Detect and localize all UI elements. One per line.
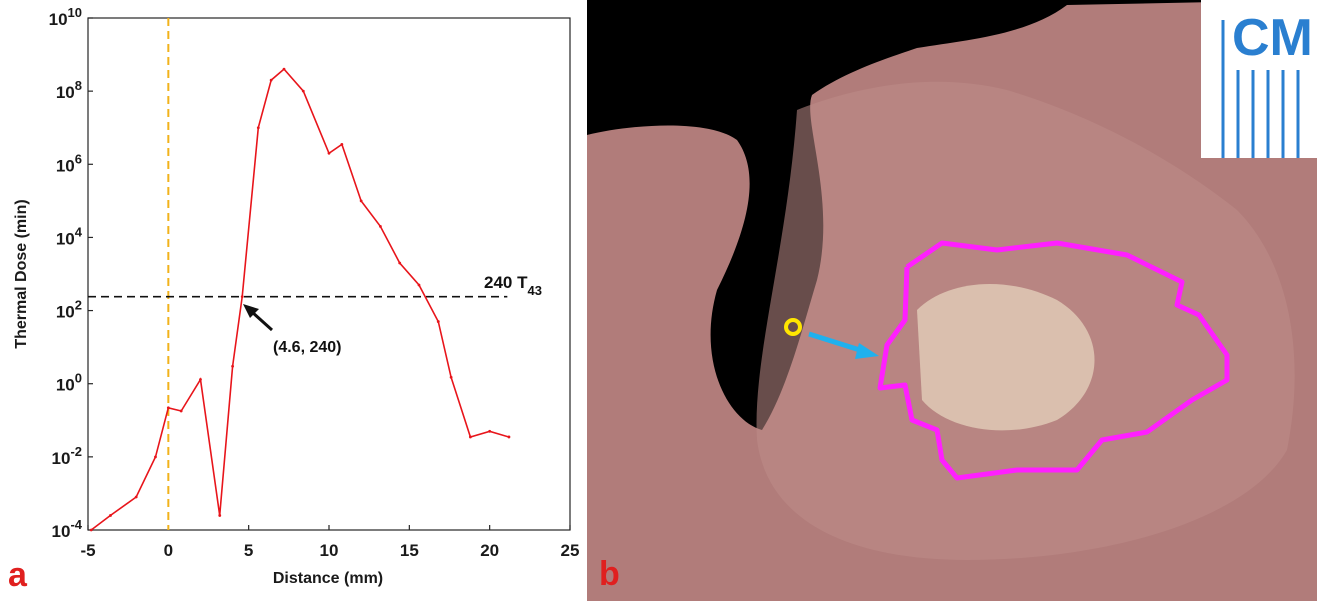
series-point xyxy=(327,151,331,155)
series-points xyxy=(89,67,511,532)
ablation-zone-outline xyxy=(877,240,1230,481)
series-point xyxy=(218,514,222,517)
panel-label-b: b xyxy=(599,555,620,593)
ablated-tissue xyxy=(917,283,1095,431)
x-tick-label: 20 xyxy=(480,541,499,560)
series-point xyxy=(488,429,492,433)
series-point xyxy=(154,455,157,459)
series-point xyxy=(179,409,183,413)
y-tick-label: 104 xyxy=(56,224,83,248)
y-tick-label: 10-2 xyxy=(52,444,82,468)
threshold-label: 240 T43 xyxy=(484,273,542,298)
series-point xyxy=(449,375,453,379)
series-point xyxy=(109,514,112,517)
series-point xyxy=(282,67,286,71)
series-point xyxy=(134,495,138,499)
x-tick-label: 15 xyxy=(400,541,419,560)
target-marker xyxy=(784,318,802,336)
series-point xyxy=(166,406,170,410)
series-point xyxy=(507,435,511,439)
y-tick-label: 1010 xyxy=(49,5,82,29)
y-tick-label: 10-4 xyxy=(52,517,83,541)
x-tick-label: 0 xyxy=(164,541,173,560)
series-point xyxy=(199,378,202,381)
series-point xyxy=(379,225,382,228)
series-point xyxy=(340,142,344,146)
series-point xyxy=(240,295,244,299)
x-axis-label: Distance (mm) xyxy=(273,570,383,587)
blue-arrow xyxy=(808,331,879,359)
annotation-label: (4.6, 240) xyxy=(273,339,341,356)
specimen-canvas: CM xyxy=(587,0,1317,601)
annotation-arrow xyxy=(243,304,274,332)
series-point xyxy=(256,126,260,130)
series-point xyxy=(468,435,472,439)
thermal-dose-chart: -5 0 5 10 15 20 25 10-4 10-2 100 102 104 106 108 1010 … xyxy=(0,0,585,601)
series-point xyxy=(231,364,235,368)
series-point xyxy=(89,528,93,532)
series-point xyxy=(398,261,402,265)
chart-canvas: -5 0 5 10 15 20 2510-410-21001021041061081010 … xyxy=(13,5,580,587)
series-point xyxy=(301,89,305,93)
series-point xyxy=(269,78,273,82)
x-tick-label: 5 xyxy=(244,541,253,560)
panel-label-a: a xyxy=(8,556,27,594)
scale-ruler: CM xyxy=(1201,0,1317,158)
ruler-label: CM xyxy=(1232,9,1313,67)
x-tick-label: 25 xyxy=(561,541,580,560)
y-tick-label: 108 xyxy=(56,78,82,102)
y-axis-label: Thermal Dose (min) xyxy=(13,199,30,348)
series-point xyxy=(359,199,363,203)
y-tick-label: 106 xyxy=(56,151,82,175)
x-tick-label: 10 xyxy=(320,541,339,560)
tick-layer: -5 0 5 10 15 20 25 10-4 10-2 100 102 104 106 108 1010 xyxy=(49,5,580,560)
y-tick-label: 102 xyxy=(56,298,82,322)
series-point xyxy=(436,320,440,323)
x-tick-label: -5 xyxy=(80,541,95,560)
specimen-photo: CM b xyxy=(587,0,1317,601)
y-tick-label: 100 xyxy=(56,371,82,395)
series-point xyxy=(417,283,421,287)
